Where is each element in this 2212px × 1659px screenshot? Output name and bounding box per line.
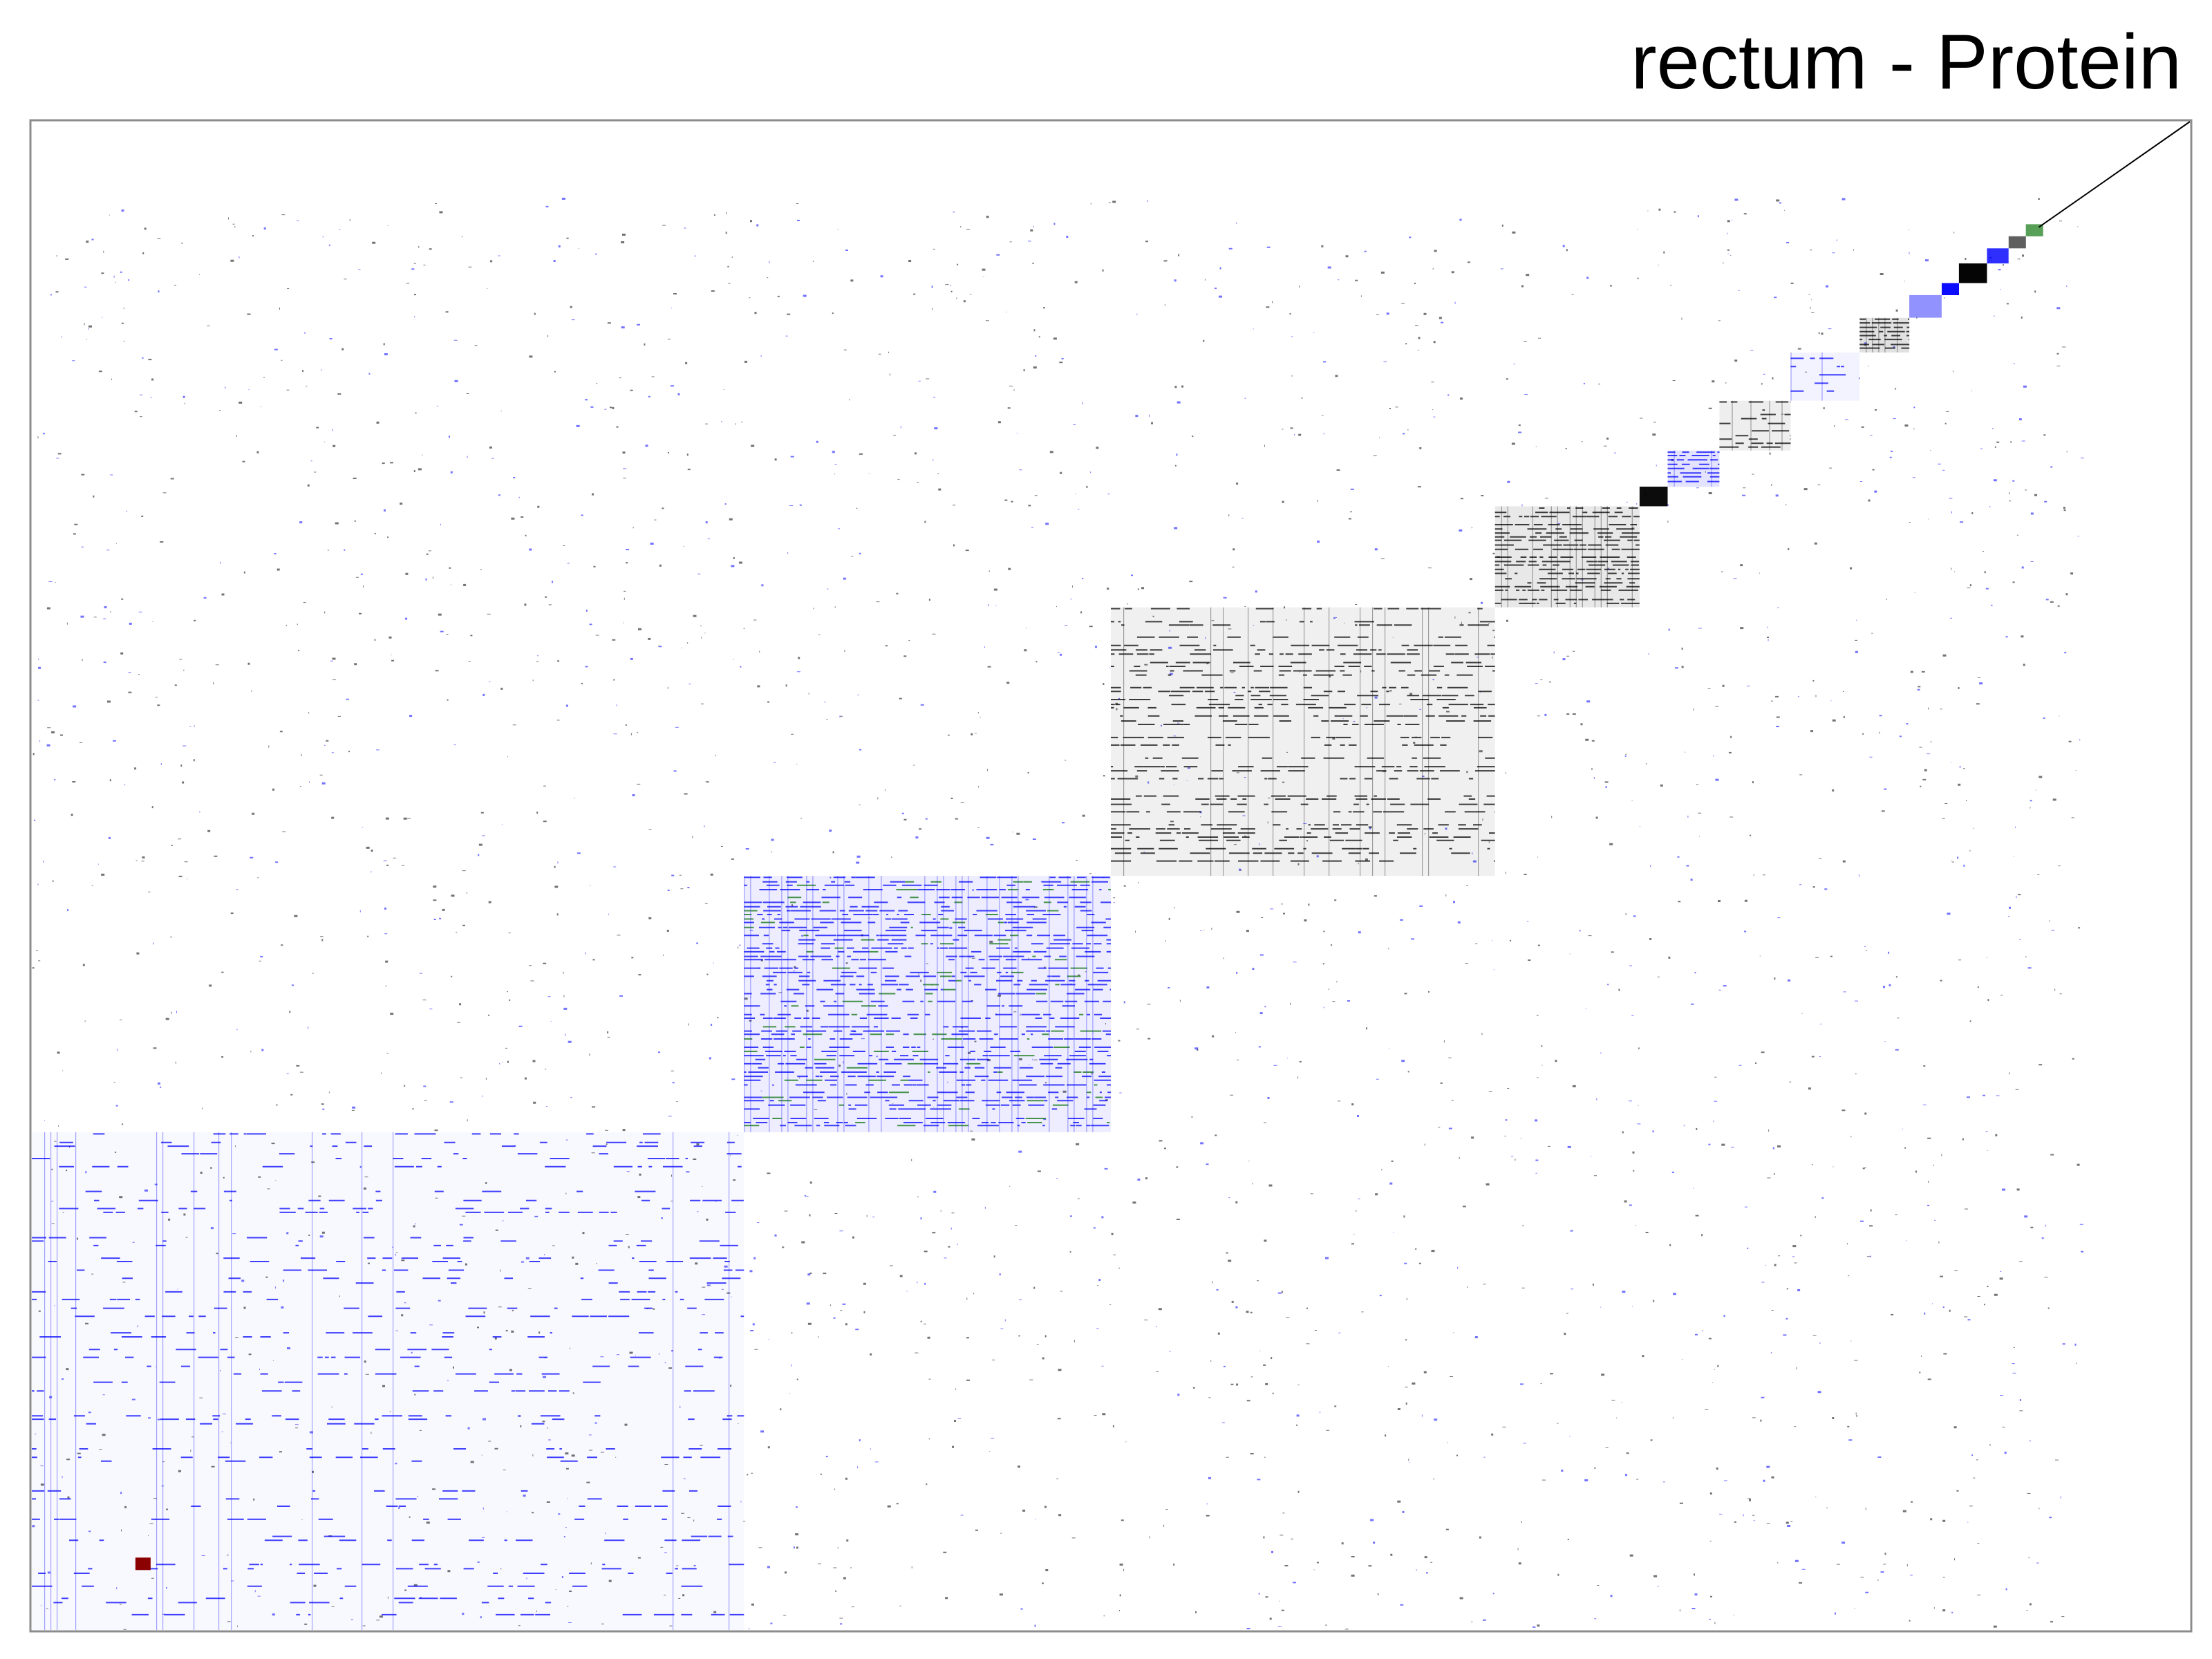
cluster-block-fill <box>1111 607 1495 876</box>
cluster-block-solid <box>1639 487 1668 507</box>
cluster-block-solid <box>1958 263 1987 283</box>
cluster-block-points <box>1719 401 1791 448</box>
cluster-block-fill <box>1909 294 1942 318</box>
cluster-block-solid <box>1987 248 2009 264</box>
highlight-cell <box>135 1557 151 1571</box>
cluster-block-10 <box>1909 294 1942 318</box>
cluster-block-3 <box>1111 607 1495 876</box>
cluster-block-solid <box>2008 236 2026 249</box>
cluster-block-fill <box>1790 352 1860 401</box>
cluster-block-6 <box>1667 450 1720 487</box>
cluster-block-columns <box>1732 400 1783 451</box>
cluster-block-8 <box>1790 352 1860 401</box>
cluster-block-columns <box>1866 317 1898 353</box>
diagonal-line <box>2038 121 2191 228</box>
cluster-block-points <box>32 1133 744 1615</box>
cluster-block-fill <box>32 1132 744 1630</box>
cluster-block-points <box>1111 608 1495 862</box>
chart-title: rectum - Protein <box>1631 19 2182 105</box>
cluster-block-solid <box>1942 283 1959 295</box>
cluster-block-points <box>744 877 1111 1127</box>
cluster-block-points <box>1494 507 1640 604</box>
cluster-block-12 <box>1958 263 1987 283</box>
cluster-block-14 <box>2008 236 2026 249</box>
cluster-block-15 <box>2025 224 2043 236</box>
cluster-block-fill <box>1719 400 1791 451</box>
cluster-block-1 <box>32 1132 744 1630</box>
cluster-block-solid <box>2025 224 2043 236</box>
cluster-block-4 <box>1494 506 1640 608</box>
cluster-block-7 <box>1719 400 1791 451</box>
cluster-block-11 <box>1942 283 1959 295</box>
cluster-block-solid <box>1909 294 1942 318</box>
cluster-block-9 <box>1859 317 1910 353</box>
plot-frame <box>29 119 2193 1633</box>
cluster-blocks <box>32 224 2043 1630</box>
cluster-block-5 <box>1639 487 1668 507</box>
cluster-block-2 <box>744 876 1111 1132</box>
cluster-block-points <box>1790 357 1860 392</box>
cluster-block-13 <box>1987 248 2009 264</box>
